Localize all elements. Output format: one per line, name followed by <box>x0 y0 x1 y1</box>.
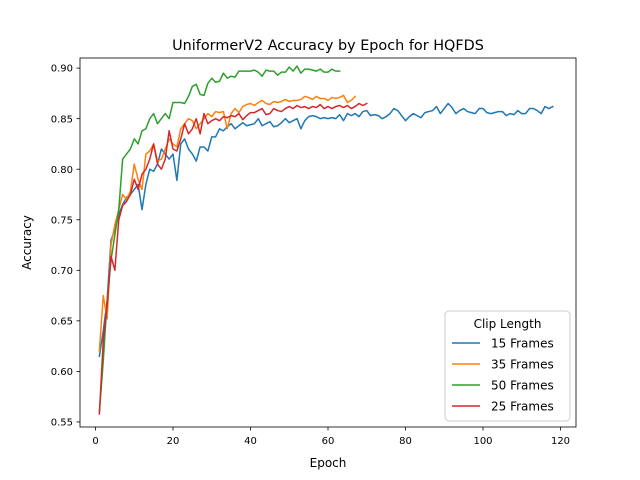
y-tick-label: 0.80 <box>51 165 73 176</box>
y-tick-label: 0.65 <box>51 316 73 327</box>
legend-label-15-frames: 15 Frames <box>491 336 554 350</box>
legend-title: Clip Length <box>474 317 542 331</box>
x-axis-label: Epoch <box>310 456 347 470</box>
x-axis: 0 20 40 60 80 100 120 <box>92 427 570 447</box>
y-axis: 0.55 0.60 0.65 0.70 0.75 0.80 0.85 0.90 <box>51 64 80 429</box>
series-line-15-frames <box>98 102 554 358</box>
x-tick-label: 60 <box>322 436 335 447</box>
legend-box <box>444 310 571 422</box>
series-line-50-frames <box>98 65 341 413</box>
x-tick-label: 120 <box>551 436 570 447</box>
y-tick-label: 0.90 <box>51 64 73 75</box>
series-layer <box>98 65 554 415</box>
legend-label-50-frames: 50 Frames <box>491 378 554 392</box>
series-line-25-frames <box>98 102 368 415</box>
x-tick-label: 40 <box>244 436 257 447</box>
legend-label-25-frames: 25 Frames <box>491 399 554 413</box>
x-tick-label: 80 <box>399 436 412 447</box>
x-tick-label: 0 <box>92 436 98 447</box>
y-tick-label: 0.75 <box>51 215 73 226</box>
chart-title: UniformerV2 Accuracy by Epoch for HQFDS <box>172 38 484 54</box>
y-axis-label: Accuracy <box>20 215 34 270</box>
x-tick-label: 100 <box>473 436 492 447</box>
y-tick-label: 0.70 <box>51 266 73 277</box>
y-tick-label: 0.60 <box>51 367 73 378</box>
y-tick-label: 0.85 <box>51 114 73 125</box>
series-line-35-frames <box>98 94 357 352</box>
x-tick-label: 20 <box>167 436 180 447</box>
legend-label-35-frames: 35 Frames <box>491 357 554 371</box>
y-tick-label: 0.55 <box>51 418 73 429</box>
legend: Clip Length 15 Frames 35 Frames 50 Frames 2… <box>444 310 571 422</box>
